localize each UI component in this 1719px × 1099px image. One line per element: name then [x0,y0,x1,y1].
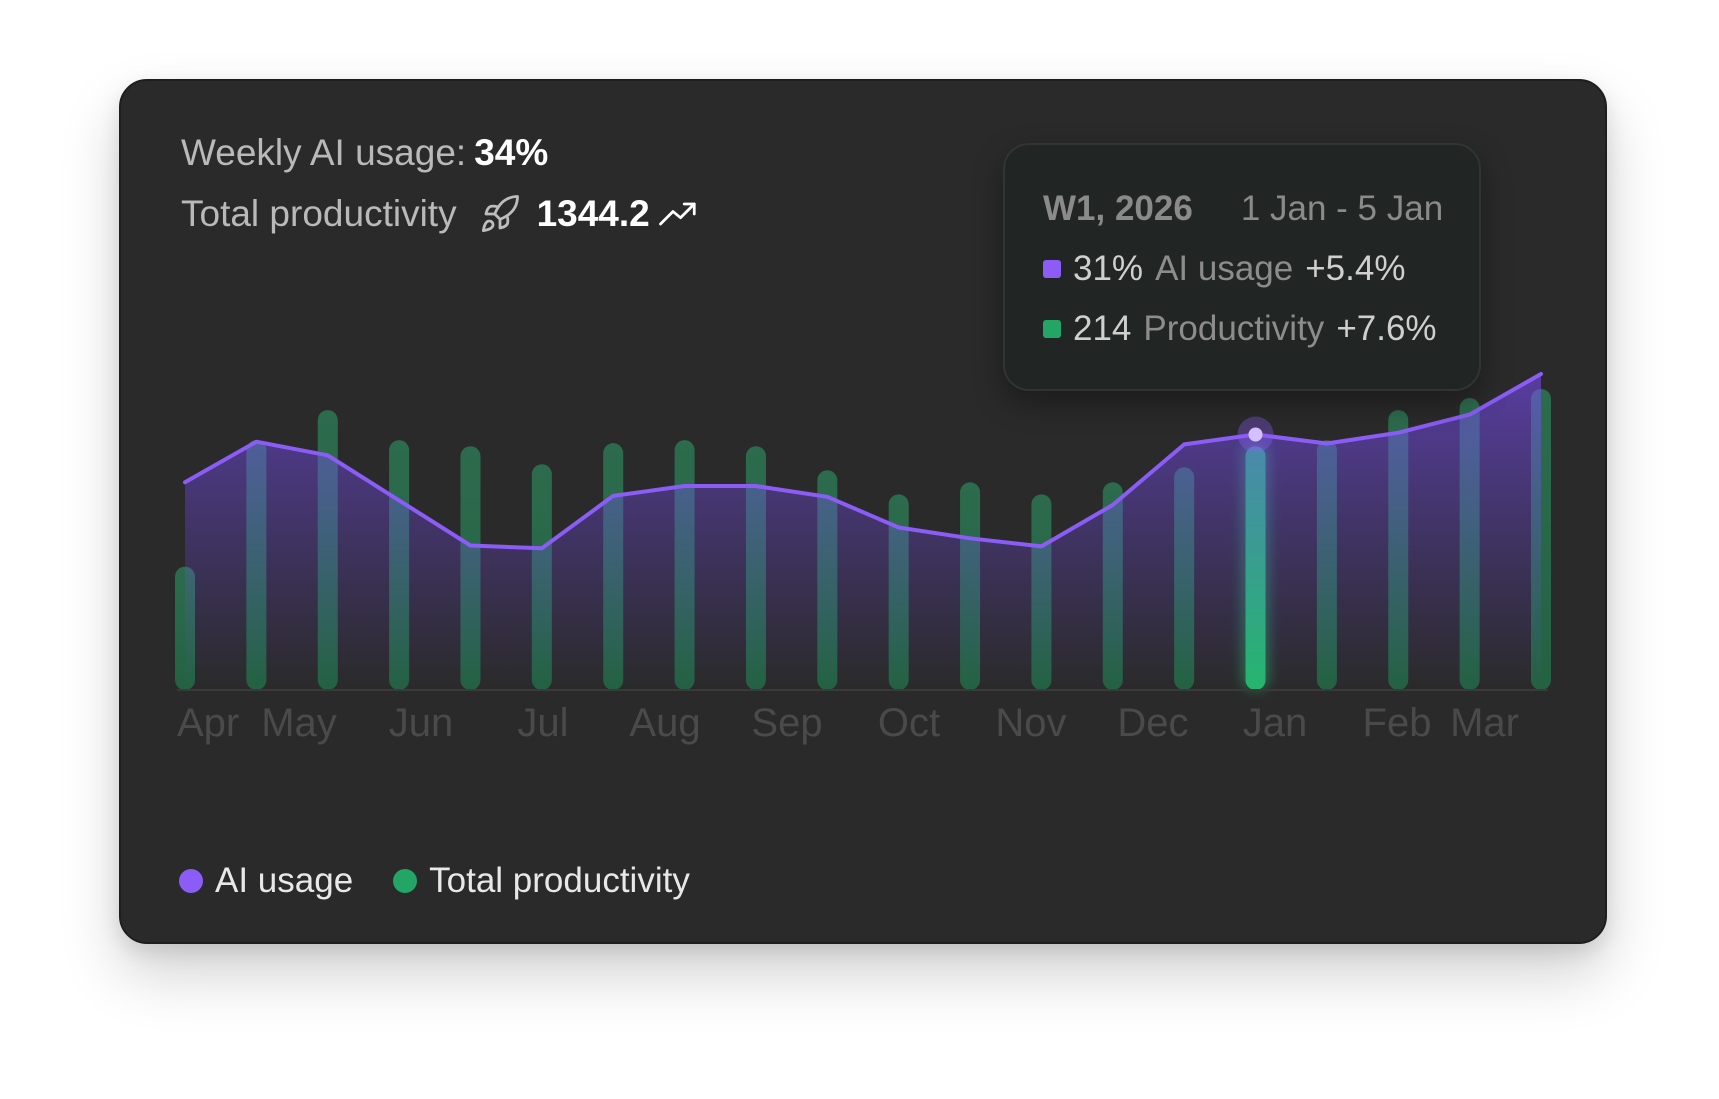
x-tick-label: Oct [878,701,940,745]
tooltip-header: W1, 2026 1 Jan - 5 Jan [1043,189,1443,229]
legend-label: AI usage [215,861,354,900]
x-tick-label: Dec [1117,701,1188,745]
tooltip-productivity-value: 214 [1073,309,1132,348]
legend-item-ai-usage[interactable]: AI usage [179,861,353,901]
tooltip-productivity-label: Productivity [1143,309,1325,348]
tooltip-week: W1, 2026 [1043,189,1193,228]
productivity-swatch [1043,320,1061,338]
x-tick-label: Jun [389,701,454,745]
productivity-dot [393,869,418,893]
legend-label: Total productivity [429,861,690,900]
legend-item-total-productivity[interactable]: Total productivity [393,861,690,901]
x-tick-label: Apr [177,701,239,745]
x-tick-label: Aug [629,701,700,745]
x-tick-label: Sep [751,701,822,745]
tooltip: W1, 2026 1 Jan - 5 Jan 31% AI usage +5.4… [1003,143,1481,391]
area-layer [185,374,1541,690]
ai-usage-label: Weekly AI usage: [181,132,467,173]
tooltip-ai-row: 31% AI usage +5.4% [1043,249,1405,289]
legend: AI usage Total productivity [179,861,690,901]
highlight-point[interactable] [1248,427,1263,442]
x-tick-label: Jan [1243,701,1308,745]
rocket-icon [481,195,519,233]
chart-card: Weekly AI usage: 34% Total productivity … [119,79,1607,944]
productivity-value: 1344.2 [536,193,650,234]
ai-usage-value: 34% [474,132,549,173]
tooltip-range: 1 Jan - 5 Jan [1240,189,1444,228]
x-tick-label: Feb [1363,701,1432,745]
x-tick-label: Mar [1450,701,1519,745]
productivity-summary: Total productivity 1344.2 [181,193,698,235]
x-axis-labels: Apr May Jun Jul Aug Sep Oct Nov Dec Jan Feb Mar [177,701,1519,745]
tooltip-productivity-change: +7.6% [1336,309,1437,348]
ai-usage-line [183,372,1543,551]
x-tick-label: Nov [995,701,1066,745]
x-tick-label: Jul [517,701,568,745]
chart: Apr May Jun Jul Aug Sep Oct Nov Dec Jan Feb Mar [175,372,1551,745]
x-tick-label: May [261,701,337,745]
tooltip-ai-label: AI usage [1155,249,1294,288]
tooltip-productivity-row: 214 Productivity +7.6% [1043,309,1437,349]
ai-usage-summary: Weekly AI usage: 34% [181,133,698,173]
ai-usage-dot [179,869,203,893]
ai-usage-area [185,374,1541,690]
productivity-label: Total productivity [181,193,457,234]
tooltip-ai-value: 31% [1073,249,1144,288]
trend-up-icon [658,202,696,226]
summary: Weekly AI usage: 34% Total productivity … [181,133,698,235]
line-layer [183,372,1543,551]
ai-swatch [1043,260,1061,278]
tooltip-ai-change: +5.4% [1305,249,1406,288]
